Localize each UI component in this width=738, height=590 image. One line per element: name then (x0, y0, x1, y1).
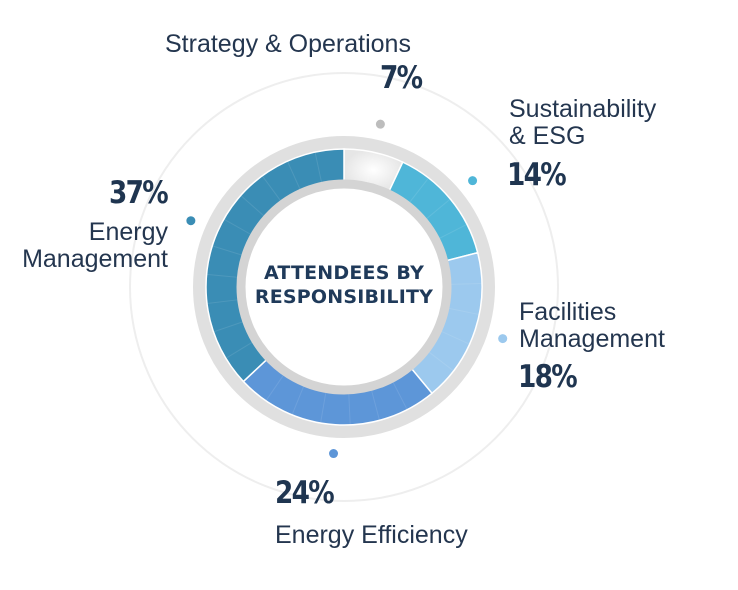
slice-label-strategy-line-1: Strategy & Operations (165, 30, 411, 58)
inner-ring (236, 179, 452, 395)
slice-value-facilities: 18% (518, 359, 578, 395)
slice-efficiency-rib (320, 391, 327, 424)
slice-label-facilities-line-2: Management (519, 325, 665, 353)
slice-label-management: Energy Management (22, 219, 168, 273)
chart-title-line-2: RESPONSIBILITY (255, 286, 433, 308)
slice-marker-efficiency (329, 449, 339, 459)
slice-management-rib (223, 218, 252, 236)
slice-management-rib (261, 175, 282, 202)
slice-value-efficiency: 24% (275, 475, 335, 511)
outer-guide-circle (129, 72, 559, 502)
slice-marker-facilities (498, 334, 508, 344)
slice-label-facilities: Facilities Management (519, 299, 665, 353)
slice-efficiency-rib (370, 389, 381, 421)
slice-management-rib (212, 245, 243, 256)
slice-label-efficiency-line-1: Energy Efficiency (275, 521, 468, 549)
slice-management-rib (240, 195, 266, 218)
slice-efficiency-rib (291, 385, 305, 416)
slice-value-sustainability: 14% (507, 157, 567, 193)
slice-value-management: 37% (109, 175, 169, 211)
slice-management-rib (286, 160, 301, 191)
slice-label-sustainability-line-1: Sustainability (509, 95, 657, 123)
slice-sustainability-rib (425, 198, 451, 220)
slice-management-rib (225, 341, 254, 359)
slice-efficiency-rib (348, 392, 351, 425)
slice-facilities-rib (427, 351, 454, 372)
slice-marker-sustainability (468, 176, 478, 186)
slice-marker-strategy (375, 119, 385, 129)
slice-management-rib (314, 151, 323, 184)
slice-strategy-rib (366, 152, 375, 184)
slice-marker-management (186, 216, 196, 226)
slice-label-management-line-1: Energy (88, 218, 168, 246)
slice-management-rib (206, 299, 239, 305)
slice-label-sustainability-line-2: & ESG (509, 122, 586, 150)
slice-sustainability-rib (438, 223, 468, 240)
donut-track (193, 136, 495, 438)
slice-efficiency-rib (265, 374, 285, 402)
slice-facilities-rib (447, 307, 480, 316)
slice-label-sustainability: Sustainability & ESG (509, 96, 656, 150)
slice-facilities-rib (440, 330, 470, 345)
slice-facilities-rib (449, 283, 482, 285)
slice-label-facilities-line-1: Facilities (519, 298, 617, 326)
slice-label-efficiency: Energy Efficiency (275, 522, 468, 549)
slice-management-rib (206, 273, 239, 278)
slice-label-management-line-2: Management (22, 245, 168, 273)
slice-management-rib (213, 321, 244, 333)
slice-sustainability-rib (408, 177, 429, 204)
slice-efficiency-rib (392, 381, 408, 410)
slice-markers (186, 119, 508, 459)
chart-title-line-1: ATTENDEES BY (264, 262, 424, 284)
slice-value-strategy: 7% (380, 60, 423, 96)
slice-label-strategy: Strategy & Operations (165, 31, 411, 58)
